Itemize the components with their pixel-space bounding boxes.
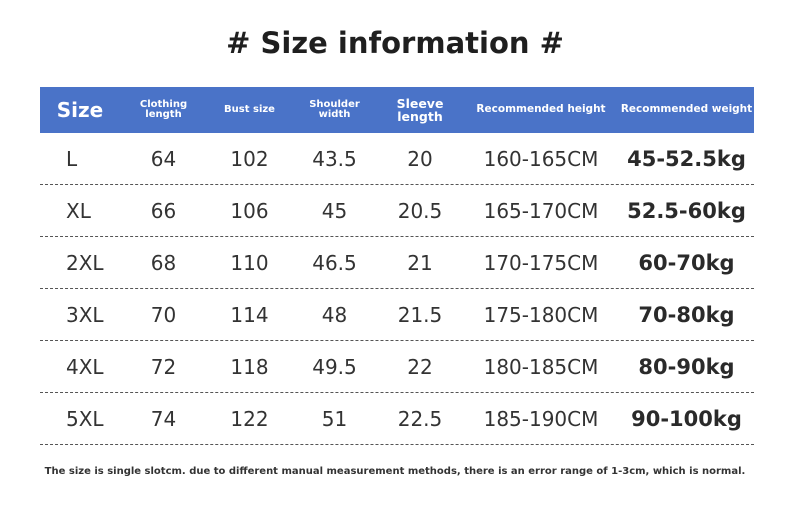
size-table: Size Clothing length Bust size Shoulder … [40,87,754,445]
cell-clothing-length: 74 [150,406,177,431]
header-shoulder-width: Shoulder width [309,98,360,120]
cell-shoulder: 51 [321,406,348,431]
table-row: 2XL 68 110 46.5 21 170-175CM 60-70kg [40,237,754,289]
cell-height: 170-175CM [483,250,599,275]
cell-sleeve: 20 [407,146,433,171]
cell-height: 160-165CM [483,146,599,171]
cell-weight: 60-70kg [638,250,735,275]
header-bust-size: Bust size [224,103,275,115]
table-row: L 64 102 43.5 20 160-165CM 45-52.5kg [40,133,754,185]
cell-clothing-length: 64 [150,146,177,171]
cell-shoulder: 46.5 [312,250,357,275]
cell-size: 3XL [66,302,104,327]
cell-clothing-length: 68 [150,250,177,275]
cell-size: 2XL [66,250,104,275]
table-row: 4XL 72 118 49.5 22 180-185CM 80-90kg [40,341,754,393]
cell-bust: 102 [230,146,269,171]
cell-height: 180-185CM [483,354,599,379]
cell-sleeve: 21.5 [397,302,443,327]
cell-clothing-length: 66 [150,198,177,223]
cell-bust: 122 [230,406,269,431]
cell-clothing-length: 72 [150,354,177,379]
cell-weight: 52.5-60kg [627,198,746,223]
cell-shoulder: 48 [321,302,348,327]
cell-bust: 106 [230,198,269,223]
cell-height: 165-170CM [483,198,599,223]
header-sleeve-length: Sleeve length [396,95,444,124]
cell-bust: 110 [230,250,269,275]
cell-weight: 80-90kg [638,354,735,379]
cell-weight: 70-80kg [638,302,735,327]
header-recommended-height: Recommended height [476,103,606,116]
table-row: 5XL 74 122 51 22.5 185-190CM 90-100kg [40,393,754,445]
cell-shoulder: 45 [321,198,348,223]
cell-shoulder: 43.5 [312,146,357,171]
table-row: XL 66 106 45 20.5 165-170CM 52.5-60kg [40,185,754,237]
header-size: Size [56,97,104,122]
cell-bust: 118 [230,354,269,379]
cell-sleeve: 20.5 [397,198,443,223]
cell-size: L [66,146,78,171]
footnote: The size is single slotcm. due to differ… [44,466,746,477]
cell-sleeve: 22.5 [397,406,443,431]
cell-size: 4XL [66,354,104,379]
header-clothing-length: Clothing length [139,98,188,120]
page-title: # Size information # [226,26,564,60]
header-recommended-weight: Recommended weight [620,103,753,116]
table-header: Size Clothing length Bust size Shoulder … [40,87,754,133]
cell-shoulder: 49.5 [312,354,357,379]
cell-weight: 45-52.5kg [627,146,746,171]
cell-size: 5XL [66,406,104,431]
cell-height: 175-180CM [483,302,599,327]
cell-clothing-length: 70 [150,302,177,327]
cell-sleeve: 21 [407,250,433,275]
cell-sleeve: 22 [407,354,433,379]
cell-bust: 114 [230,302,269,327]
cell-weight: 90-100kg [631,406,742,431]
table-row: 3XL 70 114 48 21.5 175-180CM 70-80kg [40,289,754,341]
cell-height: 185-190CM [483,406,599,431]
cell-size: XL [66,198,91,223]
